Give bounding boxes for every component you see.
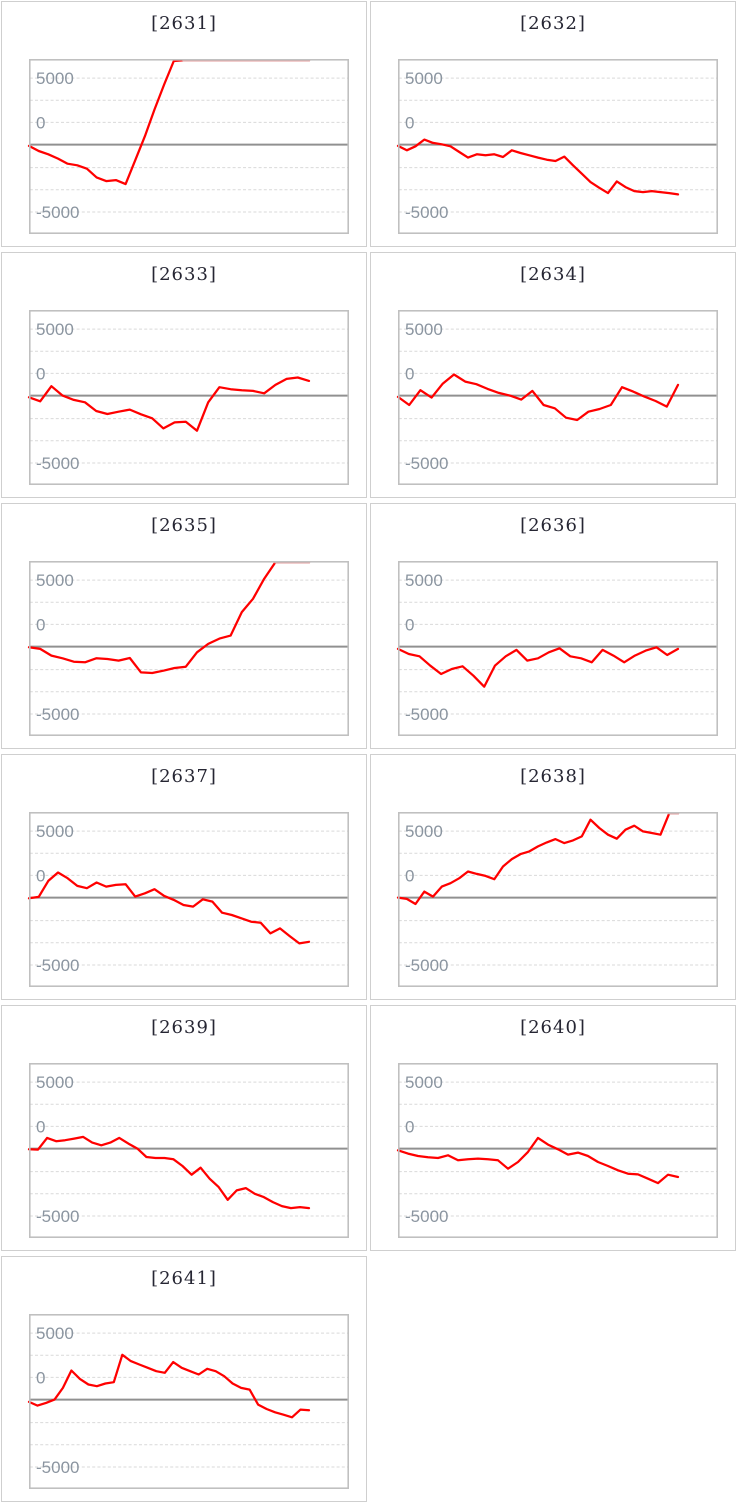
- y-tick-label: 0: [36, 1368, 45, 1387]
- plot-border: [29, 1314, 349, 1489]
- line-chart: 5000 0 -5000: [396, 1063, 718, 1238]
- plot-border: [29, 1063, 349, 1238]
- plot-border: [29, 310, 349, 485]
- chart-title: [2636]: [520, 515, 586, 536]
- chart-tile: [2632] 5000 0 -5000: [370, 1, 736, 247]
- data-line: [27, 376, 311, 432]
- y-tick-label: -5000: [36, 1458, 79, 1477]
- line-chart: 5000 0 -5000: [27, 812, 349, 987]
- plot-border: [398, 310, 718, 485]
- line-chart: 5000 0 -5000: [27, 58, 349, 234]
- line-chart: 5000 0 -5000: [27, 1063, 349, 1238]
- chart-title: [2631]: [151, 13, 217, 34]
- chart-title: [2633]: [151, 264, 217, 285]
- y-tick-label: 0: [36, 364, 45, 383]
- plot-border: [29, 812, 349, 987]
- y-tick-label: 5000: [36, 1324, 74, 1343]
- y-tick-label: 5000: [36, 822, 74, 841]
- plot-border: [29, 59, 349, 234]
- y-tick-label: 0: [36, 113, 45, 132]
- line-chart: 5000 0 -5000: [396, 811, 718, 987]
- y-tick-label: 5000: [36, 320, 74, 339]
- plot-border: [398, 59, 718, 234]
- y-tick-label: -5000: [36, 956, 79, 975]
- y-tick-label: 0: [36, 866, 45, 885]
- line-chart: 5000 0 -5000: [27, 560, 349, 736]
- data-line: [27, 1135, 311, 1210]
- line-chart: 5000 0 -5000: [27, 1314, 349, 1489]
- data-line: [27, 871, 311, 945]
- y-tick-label: -5000: [405, 454, 448, 473]
- chart-title: [2638]: [520, 766, 586, 787]
- y-tick-label: 5000: [405, 1073, 443, 1092]
- chart-title: [2632]: [520, 13, 586, 34]
- y-tick-label: -5000: [405, 956, 448, 975]
- plot-border: [29, 561, 349, 736]
- chart-tile: [2637] 5000 0 -5000: [1, 754, 367, 1000]
- data-line: [396, 373, 680, 422]
- line-chart: 5000 0 -5000: [396, 561, 718, 736]
- data-line: [396, 138, 680, 196]
- y-tick-label: 0: [405, 866, 414, 885]
- plot-border: [398, 812, 718, 987]
- y-tick-label: -5000: [36, 1207, 79, 1226]
- chart-tile: [2639] 5000 0 -5000: [1, 1005, 367, 1251]
- data-line: [27, 1353, 311, 1419]
- line-chart: 5000 0 -5000: [396, 310, 718, 485]
- y-tick-label: 0: [405, 113, 414, 132]
- chart-tile: [2640] 5000 0 -5000: [370, 1005, 736, 1251]
- y-tick-label: -5000: [405, 1207, 448, 1226]
- data-line: [396, 646, 680, 688]
- chart-tile: [2636] 5000 0 -5000: [370, 503, 736, 749]
- chart-title: [2635]: [151, 515, 217, 536]
- chart-title: [2640]: [520, 1017, 586, 1038]
- y-tick-label: 5000: [405, 822, 443, 841]
- plot-border: [398, 1063, 718, 1238]
- chart-tile: [2631] 5000 0 -5000: [1, 1, 367, 247]
- y-tick-label: 5000: [36, 1073, 74, 1092]
- y-tick-label: -5000: [405, 203, 448, 222]
- chart-tile: [2638] 5000 0 -5000: [370, 754, 736, 1000]
- chart-tile: [2641] 5000 0 -5000: [1, 1256, 367, 1502]
- y-tick-label: 0: [36, 615, 45, 634]
- y-tick-label: 0: [36, 1117, 45, 1136]
- y-tick-label: 5000: [36, 69, 74, 88]
- y-tick-label: 0: [405, 1117, 414, 1136]
- y-tick-label: -5000: [36, 454, 79, 473]
- y-tick-label: -5000: [36, 203, 79, 222]
- line-chart: 5000 0 -5000: [396, 59, 718, 234]
- y-tick-label: -5000: [405, 705, 448, 724]
- plot-border: [398, 561, 718, 736]
- chart-title: [2637]: [151, 766, 217, 787]
- data-line: [396, 812, 680, 906]
- chart-title: [2634]: [520, 264, 586, 285]
- y-tick-label: 5000: [405, 571, 443, 590]
- data-line: [27, 561, 311, 675]
- y-tick-label: 5000: [405, 69, 443, 88]
- chart-tile: [2634] 5000 0 -5000: [370, 252, 736, 498]
- y-tick-label: 5000: [36, 571, 74, 590]
- chart-title: [2639]: [151, 1017, 217, 1038]
- data-line: [396, 1136, 680, 1185]
- y-tick-label: 0: [405, 364, 414, 383]
- chart-tile: [2635] 5000 0 -5000: [1, 503, 367, 749]
- chart-tile: [2633] 5000 0 -5000: [1, 252, 367, 498]
- y-tick-label: -5000: [36, 705, 79, 724]
- chart-title: [2641]: [151, 1268, 217, 1289]
- line-chart: 5000 0 -5000: [27, 310, 349, 485]
- y-tick-label: 5000: [405, 320, 443, 339]
- y-tick-label: 0: [405, 615, 414, 634]
